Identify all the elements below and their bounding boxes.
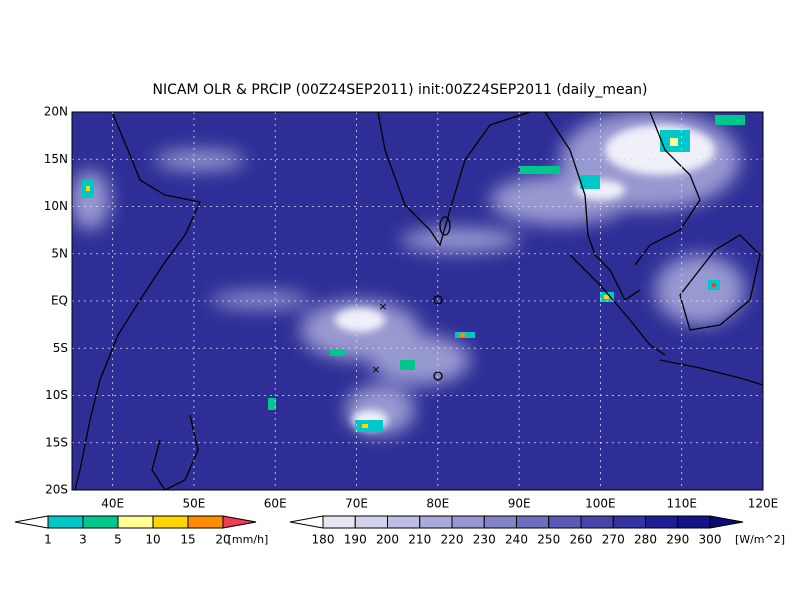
colorbar-box bbox=[354, 515, 388, 529]
colorbar-box bbox=[451, 515, 485, 529]
precip-patches bbox=[82, 115, 745, 432]
colorbar-label: 20 bbox=[215, 533, 230, 547]
lat-label: 10S bbox=[45, 388, 68, 402]
lat-label: 5S bbox=[53, 341, 68, 355]
lon-label: 80E bbox=[426, 497, 449, 511]
colorbar-box bbox=[548, 515, 582, 529]
colorbar-end bbox=[709, 515, 744, 529]
lon-label: 90E bbox=[508, 497, 531, 511]
colorbar-box bbox=[645, 515, 679, 529]
colorbar-unit: [mm/h] bbox=[228, 533, 269, 546]
colorbar-box bbox=[612, 515, 646, 529]
colorbar-label: 15 bbox=[180, 533, 195, 547]
graticule bbox=[72, 112, 763, 490]
lat-label: 20S bbox=[45, 483, 68, 497]
map-field: × × bbox=[72, 112, 763, 490]
colorbar-box bbox=[419, 515, 453, 529]
colorbar-label: 3 bbox=[79, 533, 87, 547]
colorbar-label: 180 bbox=[312, 533, 335, 547]
colorbar-end bbox=[289, 515, 324, 529]
colorbar-label: 230 bbox=[473, 533, 496, 547]
colorbar-box bbox=[483, 515, 517, 529]
colorbar-label: 270 bbox=[602, 533, 625, 547]
map-title: NICAM OLR & PRCIP (00Z24SEP2011) init:00… bbox=[152, 82, 647, 98]
map-frame bbox=[71, 111, 764, 491]
colorbar-label: 210 bbox=[408, 533, 431, 547]
colorbar-label: 290 bbox=[666, 533, 689, 547]
lon-label: 70E bbox=[345, 497, 368, 511]
colorbars: 1 3 5 10 15 20[mm/h] 180 190 200 210 220 230 240 250 2… bbox=[14, 515, 785, 547]
colorbar-end bbox=[14, 515, 49, 529]
colorbar-label: 200 bbox=[376, 533, 399, 547]
lat-label: 15S bbox=[45, 435, 68, 449]
colorbar-label: 220 bbox=[441, 533, 464, 547]
lat-label: 5N bbox=[51, 246, 68, 260]
lon-label: 120E bbox=[748, 497, 779, 511]
colorbar-label: 240 bbox=[505, 533, 528, 547]
colorbar-unit: [W/m^2] bbox=[735, 533, 785, 546]
coastlines bbox=[74, 112, 763, 490]
colorbar-box bbox=[152, 515, 189, 529]
colorbar-label: 190 bbox=[344, 533, 367, 547]
colorbar-box bbox=[187, 515, 224, 529]
lat-label: EQ bbox=[51, 294, 68, 308]
lon-label: 100E bbox=[585, 497, 616, 511]
marker: × bbox=[378, 300, 387, 313]
colorbar-label: 5 bbox=[114, 533, 122, 547]
lon-label: 50E bbox=[183, 497, 206, 511]
lat-label: 10N bbox=[44, 199, 68, 213]
marker: × bbox=[371, 363, 380, 376]
colorbar-box bbox=[322, 515, 356, 529]
colorbar-label: 1 bbox=[44, 533, 52, 547]
colorbar-box bbox=[82, 515, 119, 529]
lon-label: 110E bbox=[666, 497, 697, 511]
colorbar-box bbox=[580, 515, 614, 529]
colorbar-box bbox=[47, 515, 84, 529]
colorbar-box bbox=[516, 515, 550, 529]
axis-labels: 20N 15N 10N 5N EQ 5S 10S 15S 20S 40E 50E 60E 70E 80E 9… bbox=[44, 105, 779, 511]
colorbar-label: 10 bbox=[145, 533, 160, 547]
lat-label: 15N bbox=[44, 152, 68, 166]
colorbar-label: 250 bbox=[537, 533, 560, 547]
lon-label: 60E bbox=[264, 497, 287, 511]
colorbar-box bbox=[677, 515, 711, 529]
colorbar-label: 300 bbox=[699, 533, 722, 547]
lon-label: 40E bbox=[101, 497, 124, 511]
lat-label: 20N bbox=[44, 105, 68, 119]
colorbar-label: 260 bbox=[570, 533, 593, 547]
colorbar-box bbox=[117, 515, 154, 529]
colorbar-label: 280 bbox=[634, 533, 657, 547]
colorbar-box bbox=[387, 515, 421, 529]
colorbar-end bbox=[222, 515, 257, 529]
